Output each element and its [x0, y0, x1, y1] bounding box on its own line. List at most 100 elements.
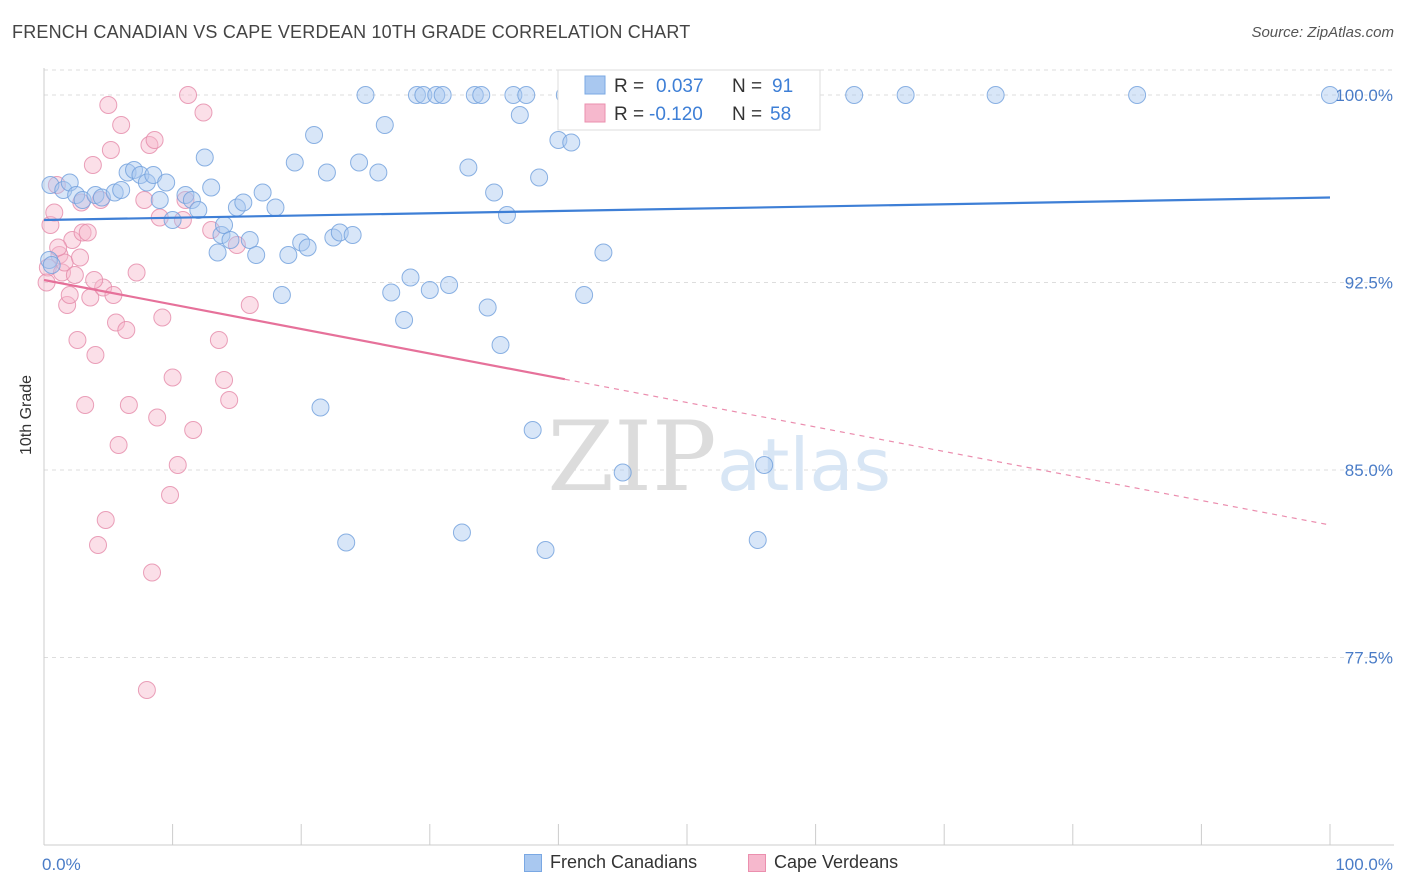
- french-canadians-point: [407, 86, 426, 104]
- french-canadians-point: [504, 86, 523, 104]
- cape-verdeans-point: [145, 131, 164, 149]
- french-canadians-point: [755, 456, 774, 474]
- cape-verdeans-point: [153, 308, 172, 327]
- french-canadians-point: [285, 153, 304, 172]
- french-canadians-point: [182, 191, 201, 209]
- cape-verdeans-point: [96, 511, 115, 529]
- french-canadians-point: [485, 183, 504, 202]
- cape-verdeans-point: [45, 203, 64, 222]
- legend-n-value-2: 58: [770, 104, 791, 125]
- french-canadians-point: [298, 238, 317, 257]
- french-canadians-point: [440, 276, 459, 294]
- french-canadians-point: [459, 158, 478, 177]
- french-canadians-point: [1128, 86, 1147, 104]
- legend-swatch-french-canadians: [584, 75, 606, 95]
- french-canadians-point: [163, 211, 182, 229]
- cape-verdeans-point: [161, 486, 180, 504]
- watermark-atlas: atlas: [717, 423, 891, 507]
- cape-verdeans-point: [49, 238, 68, 257]
- watermark-zip: ZIP: [547, 401, 716, 513]
- french-canadians-swatch: [524, 853, 542, 872]
- y-tick-label: 77.5%: [1345, 649, 1393, 668]
- french-canadians-point: [215, 216, 234, 234]
- french-canadians-point: [748, 531, 767, 549]
- french-canadians-point: [234, 193, 253, 212]
- cape-verdeans-point: [112, 116, 131, 134]
- x-tick-label-end: 100.0%: [1335, 855, 1393, 874]
- axes: [43, 68, 1394, 846]
- series-legend: French Canadians Cape Verdeans: [0, 852, 1406, 878]
- french-canadians-point: [189, 201, 208, 219]
- french-canadians-label: French Canadians: [550, 852, 698, 872]
- french-canadians-point: [845, 86, 864, 104]
- cape-verdeans-point: [143, 563, 162, 582]
- french-canadians-point: [369, 163, 388, 182]
- french-canadians-point: [305, 126, 324, 144]
- cape-verdeans-point: [71, 248, 90, 267]
- french-canadians-point: [356, 86, 375, 104]
- cape-verdeans-point: [101, 141, 120, 159]
- cape-verdeans-point: [86, 346, 105, 364]
- cape-verdeans-point: [73, 223, 92, 242]
- legend-swatch-cape-verdeans: [584, 103, 606, 123]
- french-canadians-point: [266, 198, 285, 217]
- french-canadians-point: [272, 286, 291, 304]
- french-canadians-point: [317, 163, 336, 182]
- french-canadians-point: [221, 231, 240, 249]
- french-canadians-point: [311, 398, 330, 417]
- legend-r-label-2: R =: [614, 104, 644, 125]
- legend-n-label-1: N =: [732, 76, 762, 97]
- french-canadians-point: [986, 86, 1005, 104]
- french-canadians-point: [510, 106, 529, 124]
- legend-r-label-1: R =: [614, 76, 644, 97]
- gridlines: [44, 69, 1394, 658]
- french-canadians-point: [420, 281, 439, 299]
- french-canadians-point: [433, 86, 452, 104]
- cape-verdeans-point: [89, 536, 108, 554]
- cape-verdeans-point: [107, 313, 126, 332]
- cape-verdeans-point: [209, 331, 228, 349]
- french-canadians-point: [42, 256, 61, 274]
- cape-verdeans-point: [135, 191, 154, 209]
- french-canadians-point: [247, 246, 266, 264]
- french-canadians-point: [112, 181, 131, 199]
- cape-verdeans-point: [60, 286, 79, 304]
- cape-verdeans-point: [215, 371, 234, 389]
- cape-verdeans-point: [109, 436, 128, 454]
- cape-verdeans-point: [194, 103, 213, 122]
- french-canadians-point: [343, 226, 362, 244]
- french-canadians-point: [452, 523, 471, 542]
- cape-verdeans-point: [168, 456, 187, 474]
- french-canadians-point: [562, 133, 581, 152]
- french-canadians-point: [240, 231, 259, 249]
- legend-n-value-1: 91: [772, 76, 793, 97]
- french-canadians-point: [157, 173, 176, 192]
- french-canadians-point: [337, 533, 356, 552]
- cape-verdeans-label: Cape Verdeans: [774, 852, 899, 872]
- x-tick-label-start: 0.0%: [42, 855, 81, 874]
- cape-verdeans-point: [140, 136, 159, 154]
- french-canadians-point: [497, 206, 516, 224]
- french-canadians-point: [202, 178, 221, 197]
- french-canadians-point: [253, 183, 272, 202]
- cape-verdeans-point: [220, 391, 239, 409]
- french-canadians-point: [896, 86, 915, 104]
- french-canadians-point: [465, 86, 484, 104]
- legend-item-french-canadians[interactable]: French Canadians: [524, 852, 697, 873]
- french-canadians-point: [279, 246, 298, 264]
- trend-lines: [43, 196, 1331, 526]
- legend-item-cape-verdeans[interactable]: Cape Verdeans: [748, 852, 898, 873]
- french-canadians-point: [491, 336, 510, 354]
- french-canadians-point: [478, 298, 497, 317]
- french-canadians-point: [523, 421, 542, 439]
- cape-verdeans-point: [119, 396, 138, 414]
- french-canadians-points: [40, 86, 1339, 559]
- cape-verdeans-point: [127, 263, 146, 282]
- french-canadians-point: [594, 243, 613, 262]
- cape-verdeans-point: [148, 408, 167, 427]
- cape-verdeans-point: [63, 231, 82, 249]
- french-canadians-point: [40, 251, 59, 269]
- french-canadians-point: [1321, 86, 1339, 104]
- cape-verdeans-point: [99, 96, 118, 114]
- cape-verdeans-trend-solid: [43, 278, 566, 381]
